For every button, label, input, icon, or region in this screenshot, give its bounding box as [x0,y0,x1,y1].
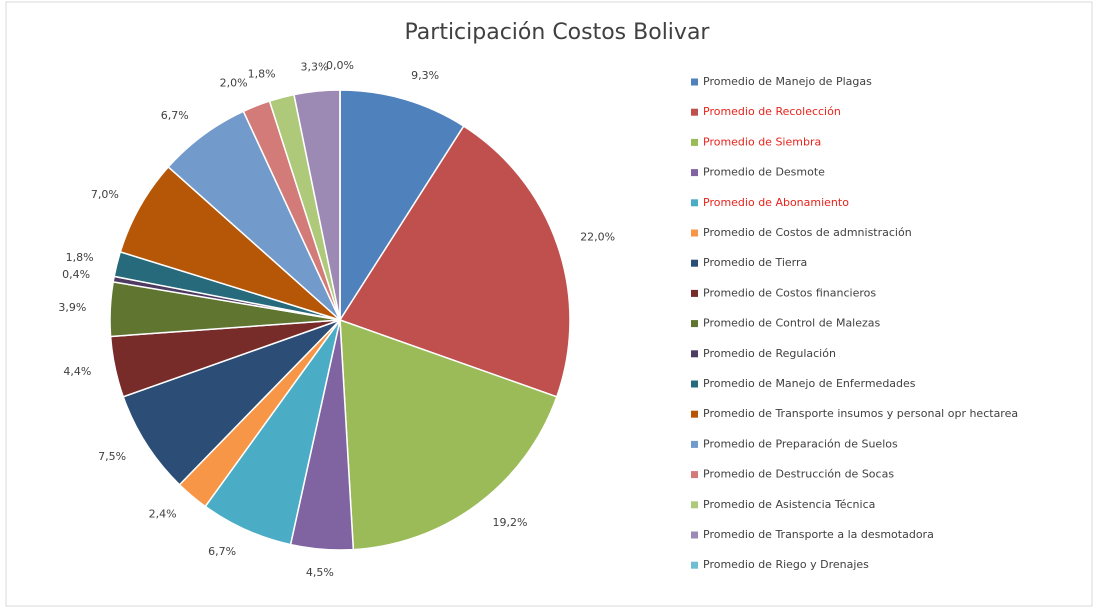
data-label: 4,5% [306,566,334,579]
data-label: 0,0% [326,59,354,72]
legend-swatch [691,169,698,177]
data-label: 0,4% [62,268,90,281]
pie-slice [339,89,465,323]
legend-label: Promedio de Recolección [703,105,841,118]
legend-label: Promedio de Regulación [703,347,836,360]
legend-label: Promedio de Transporte a la desmotadora [703,528,934,541]
legend-swatch [691,199,698,207]
pie-slice [338,125,571,398]
legend-label: Promedio de Costos financieros [703,286,876,299]
data-label: 7,5% [98,450,126,463]
data-label: 3,3% [300,60,328,73]
legend-label: Promedio de Manejo de Enfermedades [703,377,916,390]
legend-swatch [691,320,698,328]
legend-swatch [691,350,698,358]
legend-swatch [691,471,698,479]
legend-label: Promedio de Preparación de Suelos [703,437,898,450]
data-label: 19,2% [493,516,528,529]
legend-swatch [691,440,698,448]
legend-label: Promedio de Abonamiento [703,196,849,209]
data-label: 2,4% [149,507,177,520]
chart-title: Participación Costos Bolivar [405,20,711,45]
legend-swatch [691,531,698,539]
data-label: 4,4% [63,365,91,378]
legend-label: Promedio de Tierra [703,256,807,269]
data-label: 3,9% [58,301,86,314]
legend-swatch [691,108,698,116]
data-label: 1,8% [66,251,94,264]
legend-label: Promedio de Asistencia Técnica [703,498,875,511]
pie-slice [339,318,558,551]
legend-label: Promedio de Siembra [703,135,821,148]
legend-swatch [691,380,698,388]
legend-label: Promedio de Control de Malezas [703,317,881,330]
legend-label: Promedio de Transporte insumos y persona… [703,407,1018,420]
data-label: 1,8% [248,67,276,80]
legend-swatch [691,501,698,509]
legend-swatch [691,561,698,569]
legend-label: Promedio de Manejo de Plagas [703,75,872,88]
legend-label: Promedio de Desmote [703,166,825,179]
legend-swatch [691,138,698,146]
legend-swatch [691,410,698,418]
legend-swatch [691,229,698,237]
data-label: 6,7% [161,109,189,122]
legend-label: Promedio de Costos de admnistración [703,226,912,239]
data-label: 7,0% [91,188,119,201]
legend-label: Promedio de Riego y Drenajes [703,558,869,571]
pie-slice [122,319,341,486]
data-label: 9,3% [411,69,439,82]
data-label: 2,0% [220,76,248,89]
legend-label: Promedio de Destrucción de Socas [703,468,894,481]
legend-swatch [691,78,698,86]
legend-swatch [691,259,698,267]
data-label: 6,7% [208,545,236,558]
legend-swatch [691,289,698,297]
data-label: 22,0% [580,230,615,243]
